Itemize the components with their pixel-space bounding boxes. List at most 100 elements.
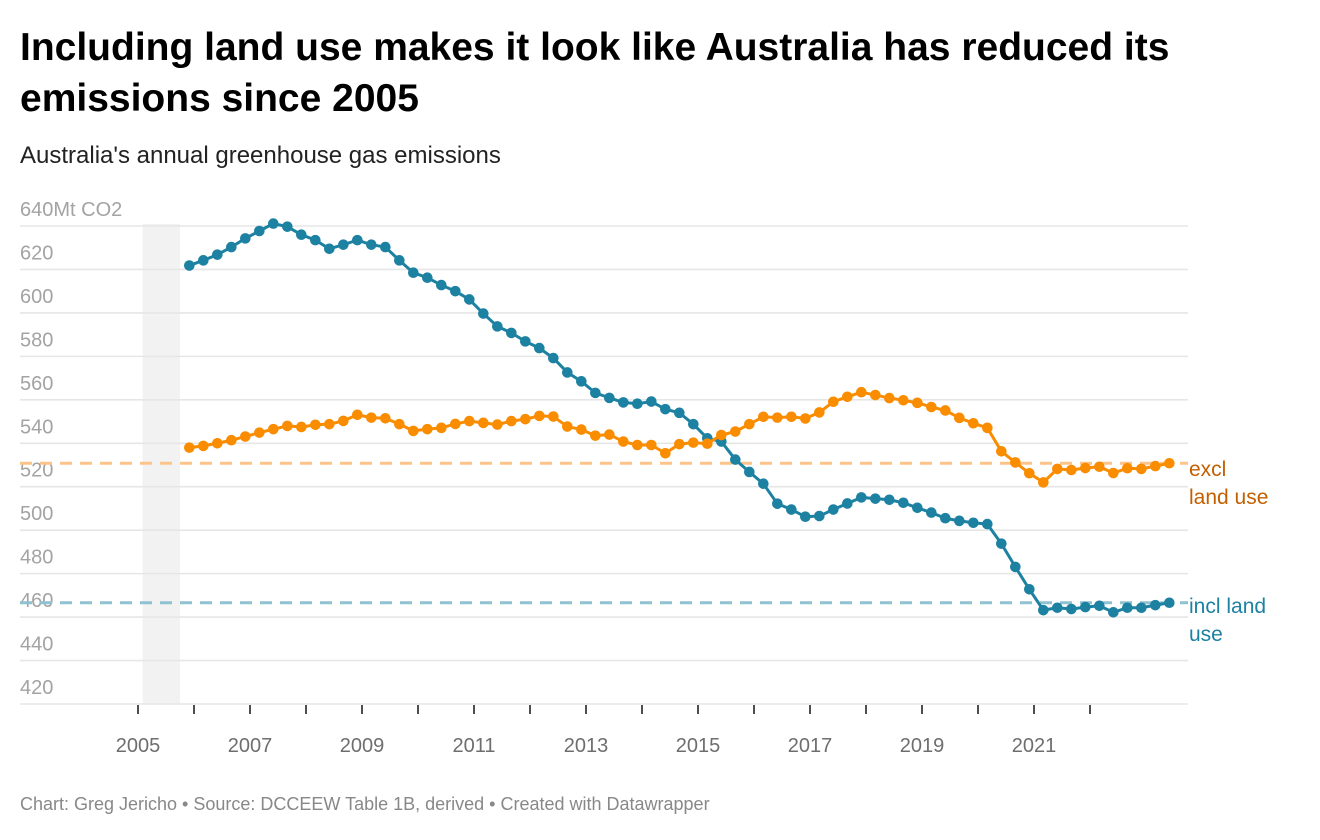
data-point-excl (478, 417, 489, 429)
data-point-incl (688, 418, 699, 430)
data-point-excl (450, 418, 461, 430)
data-point-incl (394, 255, 405, 266)
data-point-excl (646, 439, 657, 451)
data-point-incl (1010, 561, 1021, 573)
data-point-excl (492, 419, 503, 430)
data-point-excl (968, 417, 979, 429)
data-point-incl (884, 494, 895, 506)
data-point-excl (604, 429, 615, 440)
data-point-excl (296, 421, 307, 433)
data-point-excl (912, 397, 923, 409)
data-point-excl (716, 429, 727, 441)
data-point-excl (632, 439, 643, 451)
data-point-excl (688, 437, 699, 448)
x-tick-label: 2005 (116, 735, 161, 757)
data-point-incl (1108, 607, 1119, 618)
data-point-excl (310, 419, 321, 431)
data-point-incl (1122, 602, 1133, 614)
data-point-excl (506, 415, 517, 427)
data-point-excl (576, 424, 587, 435)
data-point-excl (184, 442, 195, 453)
data-point-incl (674, 407, 685, 419)
data-point-excl (618, 436, 629, 447)
data-point-excl (828, 396, 839, 408)
data-point-incl (408, 267, 419, 279)
data-point-excl (534, 410, 545, 422)
data-point-incl (758, 478, 769, 489)
data-point-incl (268, 218, 279, 229)
data-point-excl (282, 420, 293, 432)
data-point-excl (366, 412, 377, 423)
data-point-incl (366, 239, 377, 250)
data-point-incl (1038, 604, 1049, 616)
data-point-excl (926, 401, 937, 413)
data-point-incl (842, 498, 853, 509)
chart-title: Including land use makes it look like Au… (20, 26, 1170, 120)
x-tick-label: 2021 (1012, 735, 1057, 757)
chart-subtitle: Australia's annual greenhouse gas emissi… (20, 142, 501, 169)
data-point-excl (324, 418, 335, 430)
x-tick-label: 2017 (788, 735, 833, 757)
data-point-excl (198, 440, 209, 452)
data-point-incl (352, 234, 363, 246)
data-point-incl (212, 249, 223, 260)
data-point-incl (870, 493, 881, 504)
data-point-incl (828, 504, 839, 515)
data-point-excl (1010, 457, 1021, 468)
data-point-incl (814, 510, 825, 522)
data-point-excl (562, 421, 573, 432)
data-point-excl (520, 413, 531, 425)
data-point-incl (800, 511, 811, 523)
data-point-incl (492, 321, 503, 332)
data-point-excl (1066, 464, 1077, 476)
data-point-incl (240, 233, 251, 244)
data-point-incl (380, 241, 391, 253)
data-point-excl (758, 411, 769, 423)
data-point-incl (422, 272, 433, 284)
data-point-incl (730, 454, 741, 465)
data-point-incl (968, 517, 979, 529)
data-point-incl (576, 376, 587, 387)
data-point-incl (786, 504, 797, 515)
y-tick-label: 620 (20, 242, 53, 264)
data-point-excl (800, 413, 811, 424)
data-point-excl (898, 394, 909, 406)
data-point-incl (912, 502, 923, 514)
data-point-incl (198, 255, 209, 266)
data-point-excl (352, 409, 363, 421)
x-tick-label: 2009 (340, 735, 385, 757)
y-tick-label: 460 (20, 590, 53, 612)
data-point-incl (1150, 599, 1161, 611)
data-point-excl (1150, 460, 1161, 472)
y-tick-label: 520 (20, 460, 53, 482)
data-point-incl (1024, 583, 1035, 595)
data-point-incl (520, 336, 531, 347)
data-point-incl (744, 466, 755, 478)
data-point-incl (982, 518, 993, 530)
data-point-excl (212, 437, 223, 449)
data-point-incl (506, 327, 517, 339)
data-point-excl (254, 427, 265, 438)
chart-footer: Chart: Greg Jericho • Source: DCCEEW Tab… (20, 794, 710, 814)
data-point-excl (674, 438, 685, 450)
data-point-incl (646, 396, 657, 407)
data-point-excl (548, 411, 559, 422)
data-point-incl (1080, 601, 1091, 613)
data-point-incl (282, 221, 293, 232)
data-point-excl (394, 418, 405, 430)
data-point-incl (478, 308, 489, 319)
data-point-excl (814, 407, 825, 418)
y-tick-label: 640Mt CO2 (20, 199, 122, 221)
data-point-excl (380, 412, 391, 424)
data-point-excl (702, 438, 713, 450)
data-point-incl (940, 512, 951, 524)
data-point-excl (1108, 467, 1119, 479)
data-point-incl (632, 398, 643, 410)
data-point-excl (240, 431, 251, 442)
data-point-incl (1164, 597, 1175, 609)
data-point-incl (996, 538, 1007, 549)
y-tick-label: 440 (20, 634, 53, 656)
data-point-incl (1094, 600, 1105, 612)
y-tick-label: 560 (20, 373, 53, 395)
